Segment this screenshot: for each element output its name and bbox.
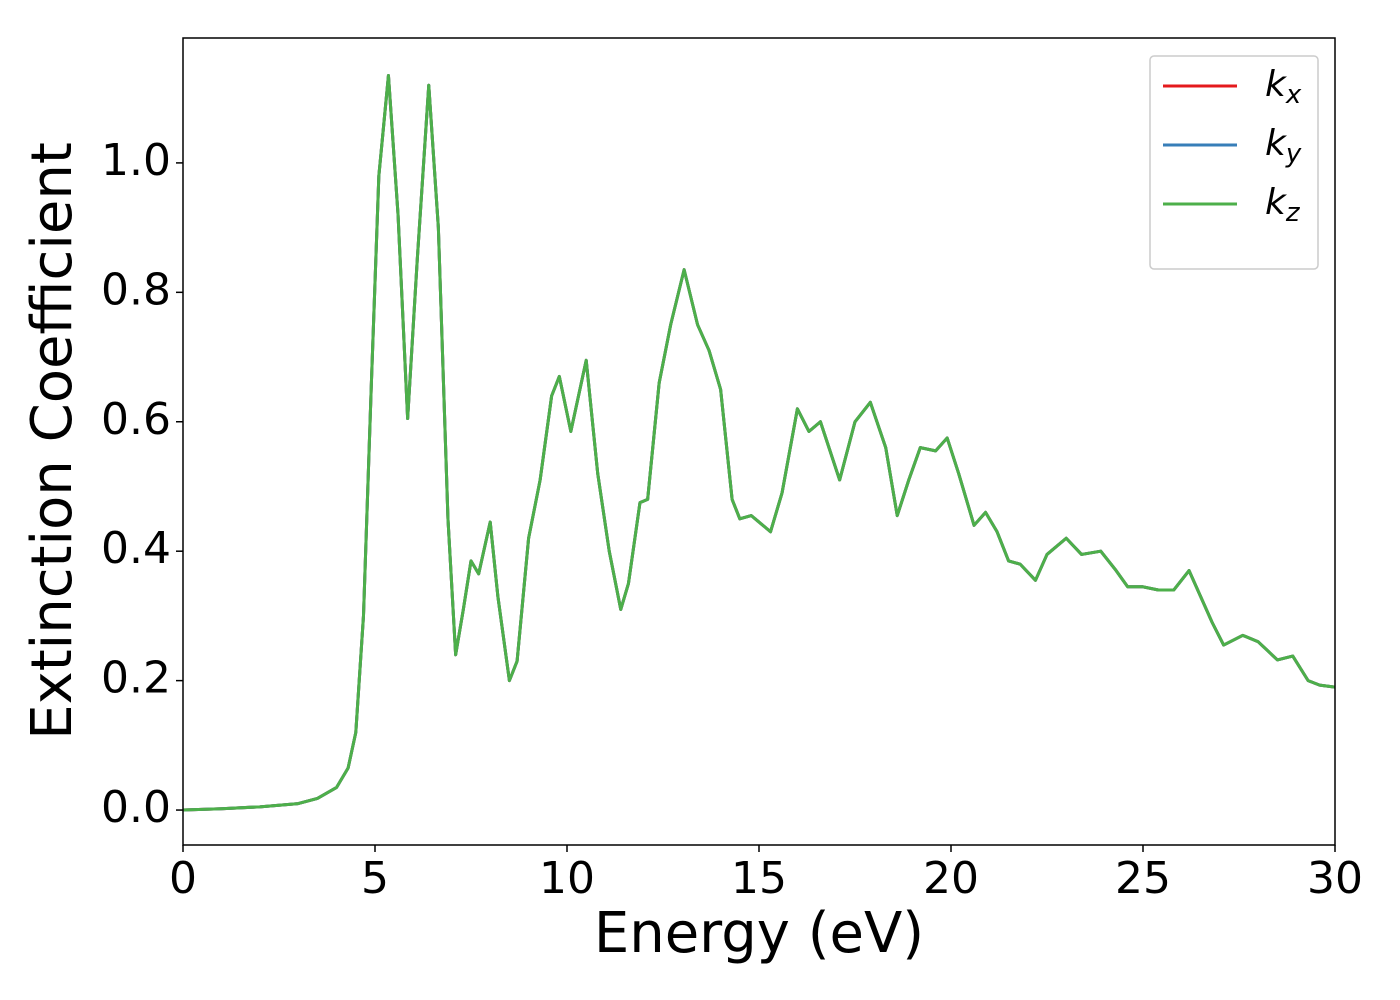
x-tick-label: 20 [923, 853, 979, 904]
y-tick-label: 0.0 [101, 782, 171, 833]
y-tick-label: 0.6 [101, 394, 171, 445]
legend-label: kx [1265, 64, 1302, 110]
y-tick-label: 1.0 [101, 135, 171, 186]
plot-frame [182, 37, 1336, 846]
x-tick-label: 15 [731, 853, 787, 904]
legend-label: ky [1265, 123, 1302, 169]
legend-label: kz [1265, 182, 1301, 228]
x-tick-label: 30 [1307, 853, 1363, 904]
y-axis-label: Extinction Coefficient [20, 142, 85, 740]
legend-box [1149, 55, 1319, 270]
y-tick-label: 0.8 [101, 264, 171, 315]
y-tick-label: 0.2 [101, 653, 171, 704]
x-axis-label: Energy (eV) [594, 901, 924, 966]
x-tick-label: 10 [539, 853, 595, 904]
series-line [183, 74, 1335, 812]
y-tick-label: 0.4 [101, 523, 171, 574]
x-tick-label: 0 [169, 853, 197, 904]
x-tick-label: 25 [1115, 853, 1171, 904]
x-tick-label: 5 [361, 853, 389, 904]
